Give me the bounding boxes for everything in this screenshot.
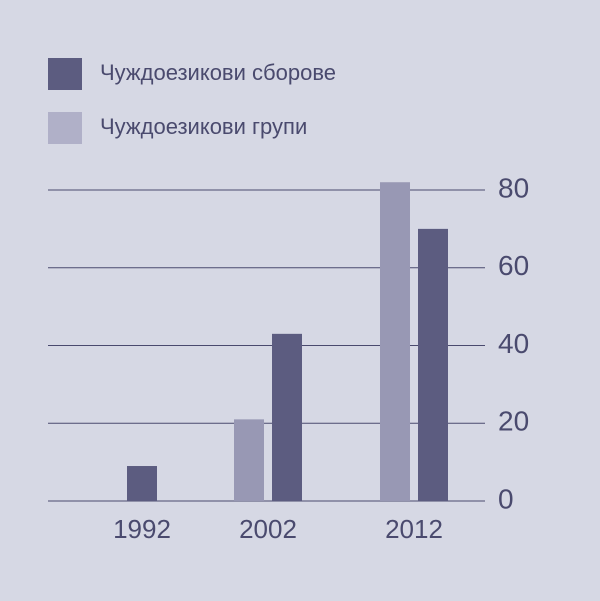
legend-label: Чуждоезикови групи — [100, 114, 307, 139]
y-tick-label: 80 — [498, 172, 529, 203]
bar — [380, 182, 410, 501]
bar — [418, 228, 448, 501]
y-tick-label: 40 — [498, 328, 529, 359]
bar — [272, 333, 302, 501]
bar — [127, 466, 157, 501]
bar — [234, 419, 264, 501]
x-tick-label: 2012 — [385, 514, 443, 544]
legend-swatch — [48, 112, 82, 144]
y-tick-label: 0 — [498, 483, 514, 514]
x-tick-label: 1992 — [113, 514, 171, 544]
legend-swatch — [48, 58, 82, 90]
y-tick-label: 60 — [498, 250, 529, 281]
x-tick-label: 2002 — [239, 514, 297, 544]
legend-label: Чуждоезикови сборове — [100, 60, 336, 85]
y-tick-label: 20 — [498, 406, 529, 437]
